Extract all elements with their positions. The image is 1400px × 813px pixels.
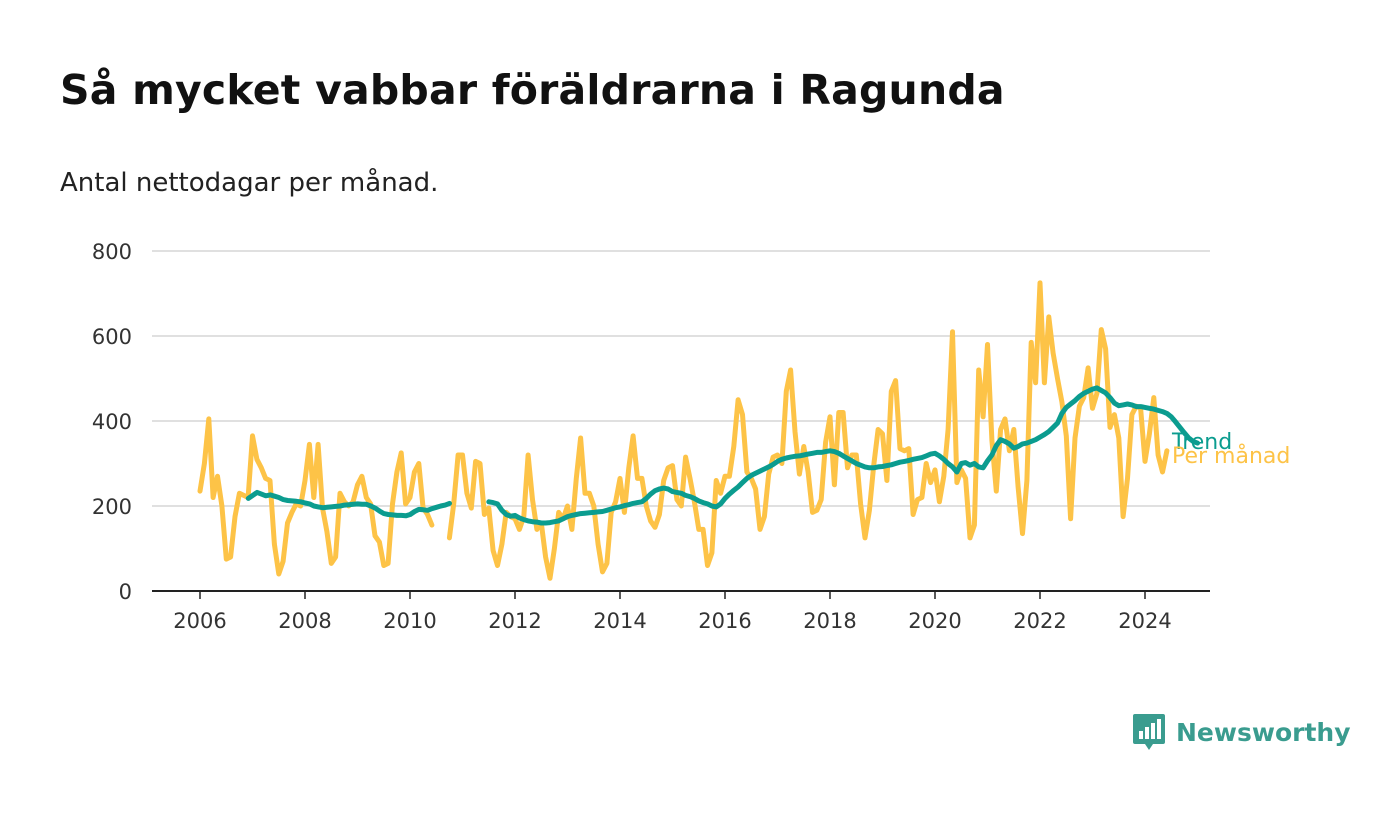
axes: 0 200 400 600 800 2006 2008 2010 2012 2014 2016 201… [92, 240, 1210, 633]
y-tick-label: 600 [92, 325, 132, 349]
x-tick-label: 2012 [488, 609, 541, 633]
series-label-per-manad: Per månad [1172, 443, 1290, 469]
x-tick-label: 2010 [383, 609, 436, 633]
chart-subtitle: Antal nettodagar per månad. [60, 168, 439, 198]
x-tick-label: 2020 [908, 609, 961, 633]
series-labels: Trend Per månad [1171, 430, 1290, 469]
y-tick-label: 200 [92, 495, 132, 519]
newsworthy-brand: Newsworthy [1132, 712, 1351, 752]
series-lines [197, 280, 1200, 581]
x-tick-label: 2018 [803, 609, 856, 633]
brand-name: Newsworthy [1176, 717, 1351, 747]
x-tick-label: 2024 [1118, 609, 1171, 633]
series-line-per-manad [197, 416, 435, 577]
x-tick-label: 2006 [173, 609, 226, 633]
chart-title: Så mycket vabbar föräldrarna i Ragunda [60, 66, 1005, 114]
series-line-per-manad [446, 280, 1170, 581]
series-line-trend [486, 385, 1200, 526]
series-label-trend: Trend [1171, 430, 1232, 455]
y-tick-label: 0 [119, 580, 132, 604]
x-tick-label: 2016 [698, 609, 751, 633]
newsworthy-logo-icon [1133, 714, 1165, 750]
y-tick-label: 800 [92, 240, 132, 264]
x-tick-label: 2022 [1013, 609, 1066, 633]
x-tick-label: 2014 [593, 609, 646, 633]
y-tick-label: 400 [92, 410, 132, 434]
series-line-trend [245, 489, 452, 519]
x-tick-label: 2008 [278, 609, 331, 633]
